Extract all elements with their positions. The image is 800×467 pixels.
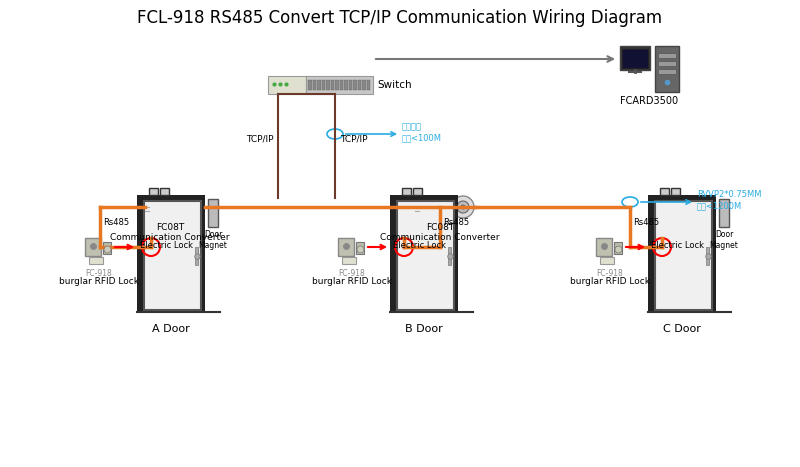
FancyBboxPatch shape <box>353 80 357 90</box>
FancyBboxPatch shape <box>156 198 186 218</box>
FancyBboxPatch shape <box>706 247 709 265</box>
Circle shape <box>461 205 465 209</box>
Text: FC-918: FC-918 <box>86 269 112 278</box>
FancyBboxPatch shape <box>137 199 144 312</box>
Text: FCARD3500: FCARD3500 <box>620 96 678 106</box>
FancyBboxPatch shape <box>658 53 676 58</box>
Text: TCP/IP: TCP/IP <box>340 134 367 143</box>
FancyBboxPatch shape <box>149 188 158 195</box>
Circle shape <box>452 196 474 218</box>
FancyBboxPatch shape <box>317 80 321 90</box>
Text: burglar RFID Lock: burglar RFID Lock <box>59 277 139 286</box>
Text: burglar RFID Lock: burglar RFID Lock <box>570 277 650 286</box>
FancyBboxPatch shape <box>358 80 361 90</box>
FancyBboxPatch shape <box>671 188 680 195</box>
FancyBboxPatch shape <box>596 238 612 256</box>
Text: burglar RFID Lock: burglar RFID Lock <box>312 277 392 286</box>
Text: FC08T
Communication Converter: FC08T Communication Converter <box>110 223 230 242</box>
FancyBboxPatch shape <box>362 80 366 90</box>
FancyBboxPatch shape <box>390 195 458 203</box>
FancyBboxPatch shape <box>326 80 330 90</box>
Text: TCP/IP: TCP/IP <box>246 134 274 143</box>
Text: Door
Magnet: Door Magnet <box>710 230 738 250</box>
Text: RVVP2*0.75MM
距离<1200M: RVVP2*0.75MM 距离<1200M <box>697 190 762 210</box>
FancyBboxPatch shape <box>356 242 364 254</box>
FancyBboxPatch shape <box>322 80 325 90</box>
FancyBboxPatch shape <box>268 76 306 94</box>
Text: Electric Lock: Electric Lock <box>140 241 193 250</box>
FancyBboxPatch shape <box>342 257 356 264</box>
Text: C Door: C Door <box>663 324 701 334</box>
Circle shape <box>191 205 195 209</box>
FancyBboxPatch shape <box>426 198 456 218</box>
FancyBboxPatch shape <box>137 195 205 203</box>
Text: A Door: A Door <box>152 324 190 334</box>
FancyBboxPatch shape <box>208 199 218 227</box>
FancyBboxPatch shape <box>648 199 655 312</box>
FancyBboxPatch shape <box>614 242 622 254</box>
FancyBboxPatch shape <box>85 238 101 256</box>
FancyBboxPatch shape <box>330 80 334 90</box>
Circle shape <box>187 201 199 213</box>
Text: FC-918: FC-918 <box>597 269 623 278</box>
FancyBboxPatch shape <box>313 80 316 90</box>
Text: FC08T
Communication Converter: FC08T Communication Converter <box>380 223 500 242</box>
FancyBboxPatch shape <box>195 247 198 265</box>
Text: Rs485: Rs485 <box>443 218 469 227</box>
Text: Electric Lock: Electric Lock <box>651 241 704 250</box>
FancyBboxPatch shape <box>658 69 676 74</box>
FancyBboxPatch shape <box>306 76 373 94</box>
Text: Electric Lock: Electric Lock <box>393 241 446 250</box>
Text: Rs485: Rs485 <box>103 218 129 227</box>
FancyBboxPatch shape <box>620 46 650 70</box>
FancyBboxPatch shape <box>413 188 422 195</box>
Text: Rs485: Rs485 <box>633 218 659 227</box>
FancyBboxPatch shape <box>103 242 111 254</box>
Text: B Door: B Door <box>405 324 443 334</box>
FancyBboxPatch shape <box>160 188 169 195</box>
Text: 五类网线
距离<100M: 五类网线 距离<100M <box>402 122 442 142</box>
FancyBboxPatch shape <box>89 257 103 264</box>
FancyBboxPatch shape <box>349 80 352 90</box>
FancyBboxPatch shape <box>402 188 411 195</box>
FancyBboxPatch shape <box>655 46 679 92</box>
FancyBboxPatch shape <box>448 247 451 265</box>
FancyBboxPatch shape <box>719 199 729 227</box>
FancyBboxPatch shape <box>648 195 716 203</box>
FancyBboxPatch shape <box>308 80 311 90</box>
Circle shape <box>182 196 204 218</box>
Text: Door
Magnet: Door Magnet <box>198 230 227 250</box>
FancyBboxPatch shape <box>712 199 716 312</box>
FancyBboxPatch shape <box>660 188 669 195</box>
FancyBboxPatch shape <box>655 201 712 310</box>
FancyBboxPatch shape <box>145 203 158 213</box>
FancyBboxPatch shape <box>339 80 343 90</box>
FancyBboxPatch shape <box>344 80 347 90</box>
FancyBboxPatch shape <box>144 201 201 310</box>
Text: FC-918: FC-918 <box>338 269 366 278</box>
FancyBboxPatch shape <box>390 199 397 312</box>
FancyBboxPatch shape <box>658 61 676 66</box>
FancyBboxPatch shape <box>201 199 205 312</box>
FancyBboxPatch shape <box>622 49 648 68</box>
FancyBboxPatch shape <box>397 201 454 310</box>
FancyBboxPatch shape <box>366 80 370 90</box>
Text: Switch: Switch <box>377 80 412 90</box>
FancyBboxPatch shape <box>414 203 427 213</box>
FancyBboxPatch shape <box>338 238 354 256</box>
FancyBboxPatch shape <box>454 199 458 312</box>
FancyBboxPatch shape <box>335 80 338 90</box>
Text: FCL-918 RS485 Convert TCP/IP Communication Wiring Diagram: FCL-918 RS485 Convert TCP/IP Communicati… <box>138 9 662 27</box>
FancyBboxPatch shape <box>600 257 614 264</box>
Circle shape <box>457 201 469 213</box>
